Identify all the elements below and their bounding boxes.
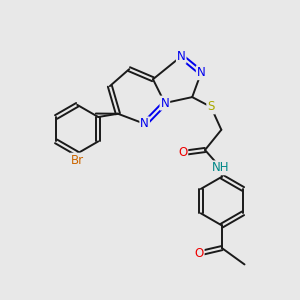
Text: N: N — [140, 117, 149, 130]
Text: NH: NH — [212, 161, 230, 174]
Text: Br: Br — [70, 154, 84, 166]
Text: N: N — [177, 50, 186, 63]
Text: N: N — [160, 97, 169, 110]
Text: O: O — [178, 146, 187, 160]
Text: S: S — [207, 100, 214, 113]
Text: O: O — [194, 247, 204, 260]
Text: N: N — [197, 66, 206, 79]
